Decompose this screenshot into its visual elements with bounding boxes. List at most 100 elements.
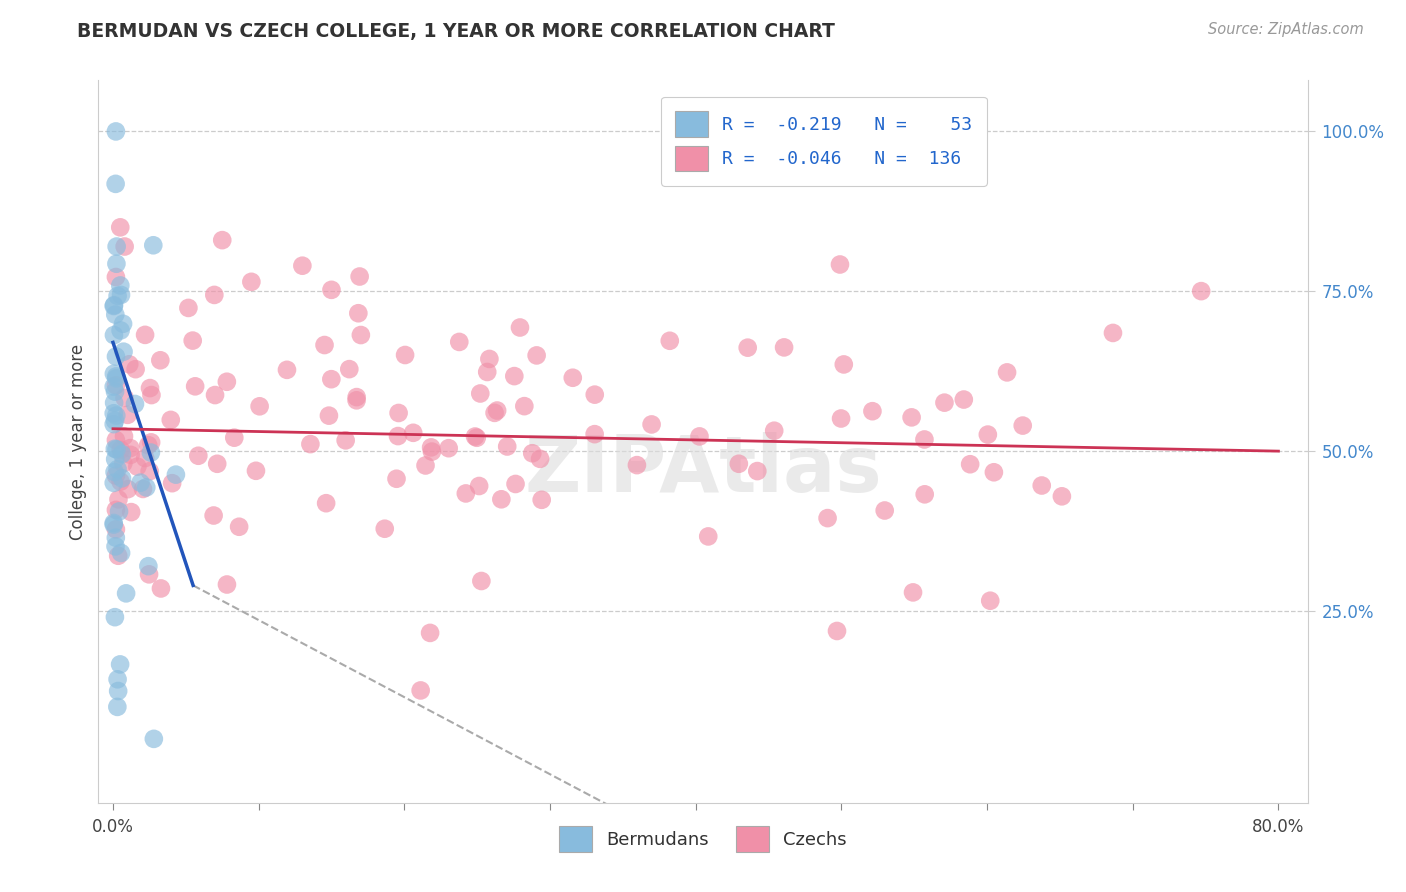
Text: BERMUDAN VS CZECH COLLEGE, 1 YEAR OR MORE CORRELATION CHART: BERMUDAN VS CZECH COLLEGE, 1 YEAR OR MOR… xyxy=(77,22,835,41)
Point xyxy=(484,406,506,420)
Point xyxy=(832,358,855,372)
Text: ZIPAtlas: ZIPAtlas xyxy=(524,433,882,508)
Point xyxy=(529,451,551,466)
Point xyxy=(104,414,127,428)
Point xyxy=(1102,326,1125,340)
Point xyxy=(291,259,314,273)
Point xyxy=(159,413,181,427)
Point xyxy=(105,699,128,714)
Legend: Bermudans, Czechs: Bermudans, Czechs xyxy=(553,819,853,859)
Point xyxy=(104,531,127,545)
Point xyxy=(110,288,132,302)
Point xyxy=(747,464,769,478)
Point xyxy=(977,427,1000,442)
Point xyxy=(103,299,125,313)
Point xyxy=(104,433,127,447)
Point xyxy=(111,471,134,485)
Point xyxy=(995,365,1018,379)
Point xyxy=(825,624,848,638)
Point xyxy=(583,387,606,401)
Point xyxy=(139,435,162,450)
Point xyxy=(134,451,156,466)
Point xyxy=(103,517,125,532)
Point xyxy=(124,362,146,376)
Point xyxy=(105,371,128,385)
Point xyxy=(105,442,128,457)
Point xyxy=(737,341,759,355)
Point xyxy=(350,328,373,343)
Point xyxy=(509,320,531,334)
Point xyxy=(952,392,974,407)
Point xyxy=(449,334,471,349)
Y-axis label: College, 1 year or more: College, 1 year or more xyxy=(69,343,87,540)
Point xyxy=(107,549,129,563)
Point xyxy=(914,433,936,447)
Point xyxy=(110,442,132,457)
Point xyxy=(105,409,128,423)
Point xyxy=(104,124,127,138)
Point xyxy=(120,441,142,455)
Point xyxy=(1189,284,1212,298)
Point xyxy=(104,468,127,483)
Point xyxy=(689,429,711,443)
Point xyxy=(160,476,183,491)
Point xyxy=(419,626,441,640)
Point xyxy=(959,457,981,471)
Point xyxy=(314,338,336,352)
Point xyxy=(139,381,162,395)
Point xyxy=(138,559,160,574)
Point xyxy=(420,444,443,458)
Point xyxy=(276,363,298,377)
Point xyxy=(486,403,509,417)
Point xyxy=(112,429,135,443)
Point xyxy=(107,289,129,303)
Point xyxy=(127,459,149,474)
Point xyxy=(112,456,135,470)
Point xyxy=(491,492,513,507)
Point xyxy=(120,448,142,462)
Point xyxy=(103,406,125,420)
Point xyxy=(561,370,583,384)
Point xyxy=(862,404,884,418)
Point xyxy=(385,472,408,486)
Point xyxy=(108,657,131,672)
Point xyxy=(142,731,165,746)
Point xyxy=(477,365,499,379)
Point xyxy=(103,379,125,393)
Point xyxy=(138,567,160,582)
Point xyxy=(346,390,368,404)
Point xyxy=(934,395,956,409)
Point xyxy=(110,220,132,235)
Point xyxy=(437,441,460,455)
Point xyxy=(321,372,343,386)
Point xyxy=(530,492,553,507)
Point xyxy=(983,465,1005,479)
Point xyxy=(464,429,486,443)
Point xyxy=(315,496,337,510)
Point xyxy=(249,399,271,413)
Point xyxy=(114,239,136,253)
Point xyxy=(129,475,152,490)
Point xyxy=(215,577,238,591)
Point xyxy=(914,487,936,501)
Point xyxy=(104,610,127,624)
Point xyxy=(337,362,360,376)
Point xyxy=(901,585,924,599)
Point xyxy=(658,334,681,348)
Point xyxy=(830,411,852,425)
Point xyxy=(107,684,129,698)
Point xyxy=(103,367,125,381)
Point xyxy=(763,424,786,438)
Point xyxy=(321,283,343,297)
Point xyxy=(104,270,127,285)
Point xyxy=(177,301,200,315)
Point xyxy=(211,233,233,247)
Point xyxy=(640,417,662,432)
Point xyxy=(205,457,228,471)
Point xyxy=(828,258,851,272)
Point xyxy=(415,458,437,473)
Point xyxy=(478,351,501,366)
Point xyxy=(202,288,225,302)
Point xyxy=(240,275,263,289)
Point xyxy=(142,238,165,252)
